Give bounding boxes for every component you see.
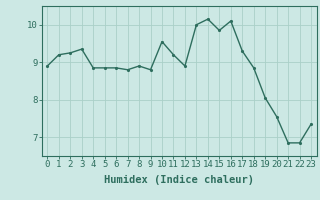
X-axis label: Humidex (Indice chaleur): Humidex (Indice chaleur) <box>104 175 254 185</box>
